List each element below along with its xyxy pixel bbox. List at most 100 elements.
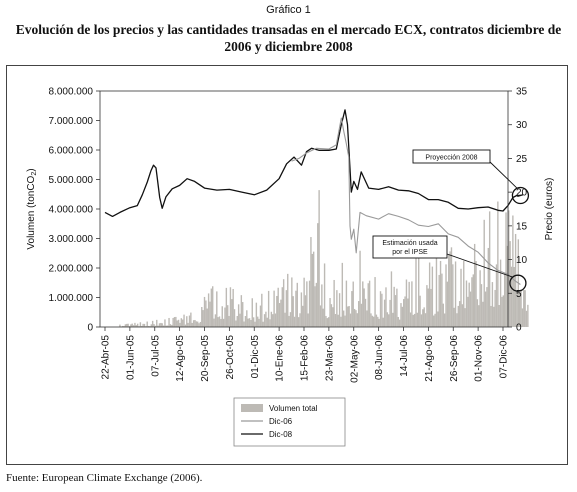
volume-bar xyxy=(513,267,515,327)
volume-bar xyxy=(273,290,275,327)
volume-bar xyxy=(161,323,163,327)
legend-label: Volumen total xyxy=(269,404,318,413)
chart-svg: 0 1.000.000 2.000.000 3.000.000 4.000.000 5.0… xyxy=(26,87,555,447)
volume-bar xyxy=(461,304,464,327)
volume-bar xyxy=(325,315,327,327)
volume-bar xyxy=(177,319,180,327)
y-left-tick-label: 3.000.000 xyxy=(49,234,94,245)
legend-swatch xyxy=(241,404,263,412)
volume-bar xyxy=(491,282,494,327)
volume-bar xyxy=(188,315,191,327)
volume-bar xyxy=(124,324,127,327)
volume-bar xyxy=(426,285,428,327)
volume-bar xyxy=(385,287,387,327)
volume-bar xyxy=(299,313,301,327)
volume-bar xyxy=(293,316,296,327)
volume-bar xyxy=(518,292,521,327)
volume-bar xyxy=(166,325,169,327)
volume-bar xyxy=(344,315,346,327)
y-left-tick-label: 7.000.000 xyxy=(49,116,94,127)
volume-bar xyxy=(427,288,429,327)
volume-bar xyxy=(218,316,221,327)
volume-bar xyxy=(172,317,174,327)
volume-bar xyxy=(150,324,153,327)
volume-bar xyxy=(151,320,154,327)
volume-bar xyxy=(394,295,397,327)
volume-bar xyxy=(246,310,248,327)
volume-bar xyxy=(284,312,286,327)
volume-bar xyxy=(443,313,446,327)
volume-bar xyxy=(379,291,382,327)
volume-bar xyxy=(360,303,363,327)
volume-bar xyxy=(521,308,524,327)
volume-bar xyxy=(233,309,236,327)
x-tick-label: 15-Feb-06 xyxy=(300,335,311,382)
volume-bar xyxy=(381,293,383,327)
volume-bar xyxy=(310,237,312,327)
volume-bar xyxy=(157,325,159,327)
volume-bar xyxy=(262,321,264,327)
volume-bar xyxy=(333,279,335,327)
volume-bar xyxy=(388,314,390,327)
volume-bar xyxy=(302,305,304,327)
volume-bar xyxy=(424,313,427,327)
volume-bar xyxy=(207,293,210,327)
volume-bar xyxy=(274,313,277,327)
x-tick-label: 07-Dic-06 xyxy=(499,335,510,379)
volume-bar xyxy=(181,319,184,327)
annotation-leader xyxy=(446,253,514,278)
volume-bar xyxy=(180,318,183,327)
volume-bar xyxy=(292,296,294,327)
volume-bar xyxy=(227,305,229,327)
volume-bar xyxy=(407,298,409,327)
volume-bar xyxy=(497,201,499,327)
volume-bar xyxy=(135,325,137,327)
volume-bar xyxy=(456,313,458,327)
volume-bar xyxy=(184,324,187,327)
volume-bar xyxy=(235,320,237,327)
volume-bar xyxy=(422,309,424,327)
volume-bar xyxy=(252,317,255,327)
volume-bar xyxy=(158,323,161,327)
volume-bar xyxy=(408,281,410,327)
volume-bar xyxy=(224,307,226,327)
volume-bar xyxy=(501,296,503,327)
x-tick-label: 12-Ago-05 xyxy=(175,335,186,382)
volume-bar xyxy=(179,322,181,327)
volume-bar xyxy=(405,279,408,327)
volume-bar xyxy=(363,288,365,327)
volume-bar xyxy=(240,295,243,327)
volume-bar xyxy=(229,287,232,327)
volume-bar xyxy=(121,325,124,327)
volume-bar xyxy=(254,321,256,327)
volume-bar xyxy=(154,325,157,327)
volume-bar xyxy=(195,321,198,327)
volume-bar xyxy=(460,268,462,327)
volume-bar xyxy=(368,280,371,327)
x-tick-label: 22-Abr-05 xyxy=(101,335,112,380)
volume-bar xyxy=(136,323,139,327)
volume-bar xyxy=(390,271,393,327)
volume-bar xyxy=(244,316,247,327)
volume-bar xyxy=(281,287,283,327)
volume-bar xyxy=(132,325,135,327)
legend-label: Dic-08 xyxy=(269,430,293,439)
annotation-circle xyxy=(509,274,527,292)
volume-bar xyxy=(138,326,140,327)
volume-bar xyxy=(435,257,438,327)
volume-bar xyxy=(431,266,434,327)
volume-bar xyxy=(160,322,162,327)
volume-bar xyxy=(259,305,262,327)
volume-bar xyxy=(473,243,476,327)
volume-bar xyxy=(396,288,398,327)
volume-bar xyxy=(228,315,230,327)
volume-bar xyxy=(303,277,305,327)
annotation-box xyxy=(412,149,491,164)
volume-bar xyxy=(386,312,389,327)
volume-bar xyxy=(255,302,258,327)
volume-bar xyxy=(285,290,288,327)
volume-bar xyxy=(165,325,168,327)
volume-bar xyxy=(237,304,240,327)
series-line-dic-06 xyxy=(291,117,521,285)
volume-bar xyxy=(145,326,147,327)
